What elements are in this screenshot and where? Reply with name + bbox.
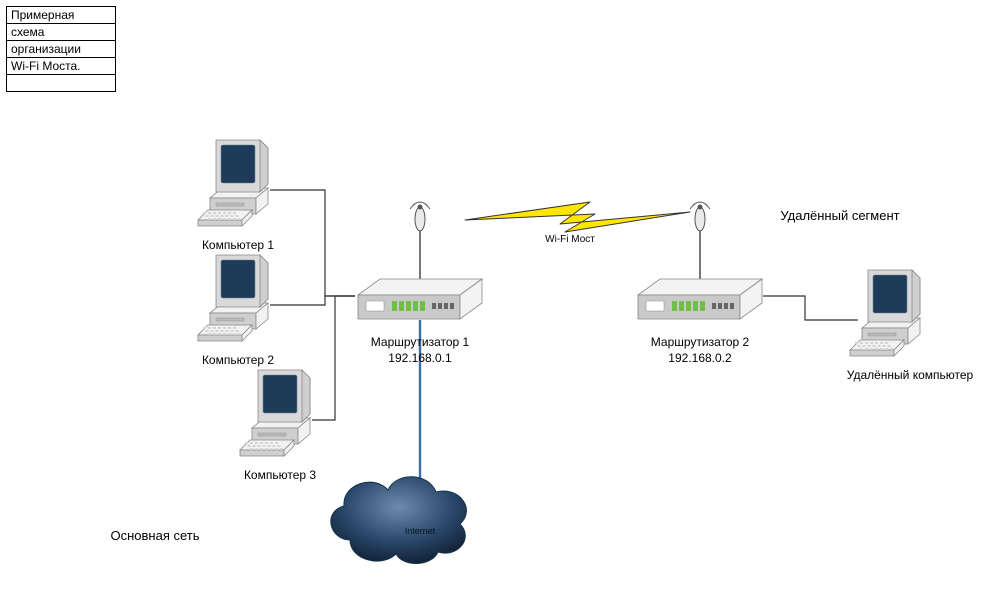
router1-ip: 192.168.0.1 (388, 351, 451, 365)
router2-label: Маршрутизатор 2 (651, 335, 749, 349)
wifi-bridge-label: Wi-Fi Мост (545, 234, 595, 245)
router-icon (638, 202, 762, 319)
computer-icon (198, 255, 268, 341)
title-table: Примерная схема организации Wi-Fi Моста. (6, 6, 116, 92)
router2-ip: 192.168.0.2 (668, 351, 731, 365)
computer-icon (850, 270, 920, 356)
main-network-label: Основная сеть (110, 528, 199, 543)
title-cell: схема (7, 24, 116, 41)
title-cell: организации (7, 41, 116, 58)
pc2-label: Компьютер 2 (202, 353, 274, 367)
router-icon (358, 202, 482, 319)
computer-icon (198, 140, 268, 226)
router1-label: Маршрутизатор 1 (371, 335, 469, 349)
pc3-label: Компьютер 3 (244, 468, 316, 482)
title-cell: Wi-Fi Моста. (7, 58, 116, 75)
remote-segment-label: Удалённый сегмент (780, 208, 899, 223)
svg-text:Internet: Internet (405, 526, 436, 536)
title-cell (7, 75, 116, 92)
pc1-label: Компьютер 1 (202, 238, 274, 252)
cloud-icon: Internet (331, 477, 467, 564)
pc4-label: Удалённый компьютер (847, 368, 973, 382)
computer-icon (240, 370, 310, 456)
title-cell: Примерная (7, 7, 116, 24)
network-diagram: Internet (0, 0, 1001, 606)
